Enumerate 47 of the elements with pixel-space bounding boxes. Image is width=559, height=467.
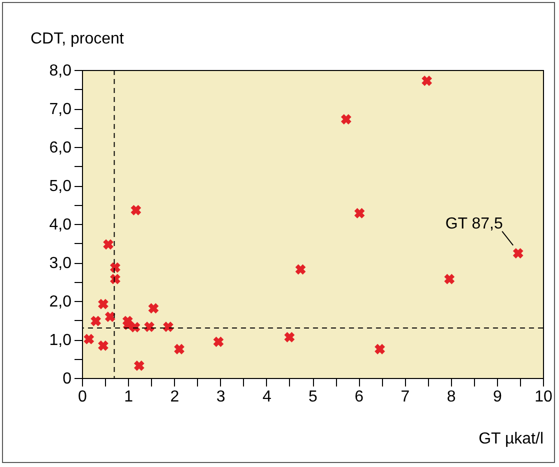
y-tick-label: 5,0	[49, 178, 72, 195]
x-axis-title: GT µkat/l	[478, 430, 544, 448]
x-tick-label: 2	[170, 388, 180, 406]
x-tick-label: 0	[78, 388, 88, 406]
annotation: GT 87,5	[445, 215, 503, 232]
point	[110, 274, 120, 284]
x-tick-label: 4	[262, 388, 272, 406]
x-tick-label: 7	[400, 388, 410, 406]
x-tick-label: 1	[124, 388, 134, 406]
point	[130, 204, 142, 216]
point	[104, 312, 116, 322]
x-tick-label: 6	[354, 388, 364, 406]
point	[512, 248, 524, 258]
point	[90, 316, 102, 326]
point	[98, 298, 108, 310]
point	[130, 322, 140, 332]
y-axis-title: CDT, procent	[30, 30, 124, 48]
y-tick-label: 4,0	[49, 216, 72, 234]
point	[84, 334, 94, 344]
point	[110, 262, 120, 273]
point	[295, 264, 306, 275]
point	[144, 322, 154, 332]
y-tick-label: 2,0	[49, 294, 72, 310]
x-tick-label: 10	[534, 388, 552, 406]
point	[374, 344, 385, 354]
y-tick-label: 3,0	[49, 255, 72, 272]
point	[98, 340, 108, 351]
point	[444, 274, 455, 284]
point	[354, 208, 365, 218]
point	[163, 322, 174, 332]
point	[134, 360, 144, 371]
point	[422, 76, 432, 86]
y-tick-label: 1,0	[49, 332, 72, 349]
y-tick-label: 7,0	[49, 101, 72, 118]
x-tick-label: 3	[216, 388, 226, 406]
point	[103, 239, 114, 250]
y-tick-label: 6,0	[49, 140, 72, 156]
x-tick-label: 9	[492, 388, 502, 406]
point	[213, 336, 224, 347]
point	[148, 303, 159, 314]
x-tick-label: 5	[308, 388, 318, 406]
point	[340, 114, 352, 124]
point	[284, 332, 295, 342]
y-tick-label: 0	[62, 370, 72, 388]
y-tick-label: 8,0	[49, 62, 72, 80]
point	[174, 344, 184, 354]
x-tick-label: 8	[446, 388, 456, 406]
